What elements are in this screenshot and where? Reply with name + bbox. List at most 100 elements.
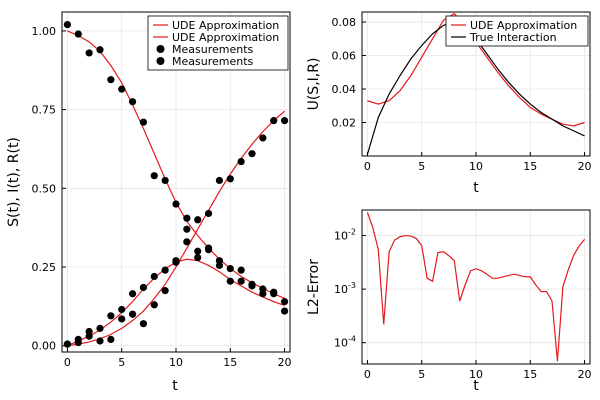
panel-error-ylabel: L2-Error xyxy=(306,259,322,315)
panel-sir-data-point xyxy=(85,49,93,57)
panel-sir-data-point xyxy=(118,305,126,314)
panel-sir-data-point xyxy=(96,324,104,332)
panel-interaction-xtick-label: 5 xyxy=(418,160,425,173)
panel-sir-data-point xyxy=(280,307,289,315)
panel-sir-data-point xyxy=(139,320,148,328)
panel-sir-data-point xyxy=(150,272,158,281)
panel-sir-data-point xyxy=(161,266,169,274)
panel-interaction-ytick-label: 0.02 xyxy=(332,117,357,130)
panel-error-ytick-base: 10 xyxy=(334,283,348,296)
panel-sir-data-point xyxy=(270,288,278,296)
panel-interaction-xtick-label: 20 xyxy=(578,160,592,173)
panel-sir-data-point xyxy=(237,266,245,274)
panel-sir-series-line xyxy=(67,110,285,347)
panel-sir-data-point xyxy=(172,258,180,266)
panel-error-series-line xyxy=(366,212,586,362)
panel-sir-ylabel: S(t), I(t), R(t) xyxy=(6,137,22,227)
panel-interaction-xlabel: t xyxy=(473,180,479,196)
panel-sir-data-point xyxy=(248,150,256,158)
panel-sir-xtick-label: 0 xyxy=(64,356,71,369)
panel-sir-data-point xyxy=(63,20,72,29)
panel-sir-data-point xyxy=(74,335,82,344)
panel-sir-data-point xyxy=(128,310,137,318)
panel-sir-data-point xyxy=(204,246,213,254)
panel-sir-data-point xyxy=(280,298,289,306)
panel-interaction-ytick-label: 0.08 xyxy=(332,16,357,29)
panel-sir-data-point xyxy=(183,238,191,246)
panel-sir-data-point xyxy=(118,315,126,323)
panel-interaction-xtick-label: 15 xyxy=(523,160,537,173)
panel-sir-data-point xyxy=(226,175,234,183)
panel-sir-data-point xyxy=(280,117,289,125)
panel-sir-data-point xyxy=(259,134,267,142)
panel-error-ytick-exponent: -3 xyxy=(348,281,356,290)
panel-interaction-ytick-label: 0.06 xyxy=(332,50,357,63)
panel-sir-xlabel: t xyxy=(172,378,178,394)
panel-sir-ytick-label: 0.75 xyxy=(32,104,57,117)
panel-sir-legend-label: UDE Approximation xyxy=(172,31,279,44)
panel-sir-data-point xyxy=(237,157,245,166)
panel-sir-data-point xyxy=(204,209,213,218)
panel-sir-data-point xyxy=(259,290,267,298)
panel-error-ytick-label: 10-2 xyxy=(334,228,356,243)
panel-error-xtick-label: 0 xyxy=(364,368,371,381)
panel-interaction-legend-label: True Interaction xyxy=(469,31,557,44)
panel-sir-legend-label: Measurements xyxy=(172,43,254,56)
panel-sir-data-point xyxy=(107,335,115,344)
panel-sir-data-point xyxy=(74,30,82,38)
panel-sir-data-point xyxy=(128,98,137,106)
panel-error-xtick-label: 20 xyxy=(578,368,592,381)
panel-interaction-legend-label: UDE Approximation xyxy=(470,19,577,32)
panel-sir-ytick-label: 1.00 xyxy=(32,25,57,38)
panel-error-ytick-base: 10 xyxy=(334,337,348,350)
panel-sir-data-point xyxy=(118,85,126,93)
panel-error-xtick-label: 10 xyxy=(469,368,483,381)
panel-sir-data-point xyxy=(150,172,158,180)
panel-sir-legend-label: UDE Approximation xyxy=(172,19,279,32)
panel-sir-data-point xyxy=(183,225,191,233)
panel-sir-data-point xyxy=(96,46,104,54)
panel-sir-data-point xyxy=(226,264,234,273)
panel-sir-data-point xyxy=(139,283,148,292)
panel-interaction: 0 5 10 15 20 0.02 0.04 0.06 0.08 t U(S,I,R) UDE … xyxy=(306,11,592,196)
panel-sir-xtick-label: 20 xyxy=(278,356,292,369)
panel-error-xtick-label: 15 xyxy=(523,368,537,381)
panel-sir-ytick-label: 0.00 xyxy=(32,340,57,353)
panel-sir-data-point xyxy=(226,277,234,285)
panel-interaction-legend-box xyxy=(445,15,589,47)
panel-sir-data-point xyxy=(194,216,202,224)
panel-interaction-ytick-label: 0.04 xyxy=(332,83,357,96)
panel-sir-data-point xyxy=(237,277,245,285)
panel-sir-xtick-label: 10 xyxy=(169,356,183,369)
panel-interaction-ticks: 0 5 10 15 20 0.02 0.04 0.06 0.08 xyxy=(332,16,592,173)
panel-error-ytick-exponent: -4 xyxy=(348,335,356,344)
panel-sir-legend-label: Measurements xyxy=(172,55,254,68)
panel-sir-data-point xyxy=(150,301,158,309)
panel-sir-data-point xyxy=(85,327,93,336)
panel-sir-ticks: 0 5 10 15 20 0.00 0.25 0.50 0.75 1.00 xyxy=(32,25,292,369)
panel-sir-data-point xyxy=(107,312,115,320)
panel-sir-data-point xyxy=(128,290,137,298)
panel-sir-data-point xyxy=(215,176,224,185)
panel-sir-data-point xyxy=(161,287,169,295)
panel-error-ytick-label: 10-3 xyxy=(334,281,356,296)
panel-sir-data-point xyxy=(172,200,180,208)
panel-interaction-ylabel: U(S,I,R) xyxy=(306,58,322,111)
panel-error-marks xyxy=(366,212,586,362)
panel-error-ytick-base: 10 xyxy=(334,230,348,243)
panel-sir-data-point xyxy=(161,176,169,185)
panel-sir-data-point xyxy=(194,253,202,262)
panel-error-ytick-label: 10-4 xyxy=(334,335,356,350)
panel-sir-data-point xyxy=(139,118,148,126)
panel-sir-legend-swatch-marker xyxy=(156,57,165,65)
panel-error-grid xyxy=(362,210,590,364)
panel-sir-ytick-label: 0.25 xyxy=(32,261,57,274)
panel-sir-legend-swatch-marker xyxy=(156,45,165,53)
panel-interaction-xtick-label: 0 xyxy=(364,160,371,173)
panel-sir-data-point xyxy=(194,247,202,255)
panel-sir-marks xyxy=(63,20,289,348)
